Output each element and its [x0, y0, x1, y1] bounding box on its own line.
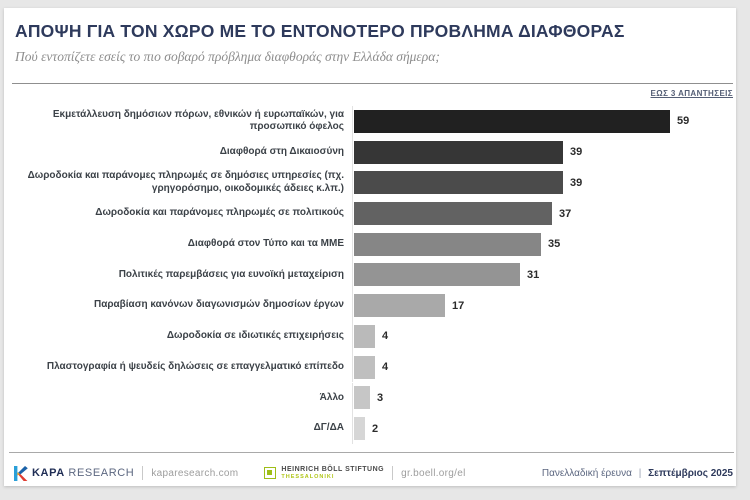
chart-row: Παραβίαση κανόνων διαγωνισμών δημοσίων έ… — [10, 290, 730, 321]
bar-label: Διαφθορά στον Τύπο και τα ΜΜΕ — [187, 237, 344, 249]
boell-stiftung-logo-icon — [264, 466, 277, 479]
footer-divider-bar — [392, 466, 394, 480]
bar — [354, 202, 552, 225]
report-card: ΑΠΟΨΗ ΓΙΑ ΤΟΝ ΧΩΡΟ ΜΕ ΤΟ ΕΝΤΟΝΟΤΕΡΟ ΠΡΟΒ… — [4, 8, 736, 486]
bar-value: 17 — [452, 299, 465, 312]
answers-limit-note: ΕΩΣ 3 ΑΠΑΝΤΗΣΕΙΣ — [650, 89, 733, 98]
survey-info: Πανελλαδική έρευνα | Σεπτέμβριος 2025 — [542, 468, 733, 479]
bar-label: ΔΓ/ΔΑ — [313, 422, 344, 434]
bar-track: 3 — [352, 382, 730, 414]
bar-value: 37 — [559, 207, 572, 220]
bar-track: 37 — [352, 198, 730, 229]
bar-value: 3 — [377, 391, 384, 404]
bar — [354, 140, 563, 164]
bar-label: Δωροδοκία και παράνομες πληρωμές σε πολι… — [95, 207, 344, 219]
survey-date: Σεπτέμβριος 2025 — [648, 467, 733, 479]
footer: KAPA RESEARCH kaparesearch.com HEINRICH … — [14, 460, 733, 486]
bar — [354, 294, 445, 318]
bar — [354, 386, 370, 410]
chart-row: Πλαστογραφία ή ψευδείς δηλώσεις σε επαγγ… — [10, 351, 730, 383]
bar-label: Παραβίαση κανόνων διαγωνισμών δημοσίων έ… — [93, 299, 344, 311]
chart-row: Δωροδοκία και παράνομες πληρωμές σε δημό… — [10, 167, 730, 199]
survey-type: Πανελλαδική έρευνα — [541, 467, 632, 479]
chart-row: ΔΓ/ΔΑ 2 — [10, 413, 730, 444]
bar-track: 2 — [352, 413, 730, 444]
chart-row: Διαφθορά στη Δικαιοσύνη 39 — [10, 136, 730, 168]
chart-row: Δωροδοκία σε ιδιωτικές επιχειρήσεις 4 — [10, 321, 730, 352]
boell-stiftung-wordmark: HEINRICH BÖLL STIFTUNG THESSALONIKI — [281, 466, 384, 480]
bar — [354, 109, 670, 133]
footer-divider — [9, 452, 734, 453]
chart-row: Διαφθορά στον Τύπο και τα ΜΜΕ 35 — [10, 228, 730, 260]
bar-value: 39 — [570, 146, 583, 159]
chart-row: Δωροδοκία και παράνομες πληρωμές σε πολι… — [10, 198, 730, 229]
bar — [354, 324, 375, 348]
boell-website-link[interactable]: gr.boell.org/el — [401, 467, 466, 479]
boell-stiftung-block: HEINRICH BÖLL STIFTUNG THESSALONIKI — [264, 466, 384, 480]
survey-separator: | — [638, 467, 642, 479]
bar-label: Πολιτικές παρεμβάσεις για ευνοϊκή μεταχε… — [118, 268, 344, 280]
bar — [354, 232, 541, 256]
chart-row: Άλλο 3 — [10, 382, 730, 414]
bar-label: Εκμετάλλευση δημόσιων πόρων, εθνικών ή ε… — [52, 108, 344, 133]
bar-track: 4 — [352, 351, 730, 383]
kapa-research-logo-icon — [14, 465, 28, 481]
page-subtitle: Πού εντοπίζετε εσείς το πιο σοβαρό πρόβλ… — [15, 49, 440, 64]
bar-label: Δωροδοκία και παράνομες πληρωμές σε δημό… — [27, 170, 344, 194]
bar-value: 59 — [677, 115, 690, 128]
bar-label: Πλαστογραφία ή ψευδείς δηλώσεις σε επαγγ… — [46, 360, 344, 372]
bar-track: 39 — [352, 167, 730, 199]
bar-track: 59 — [352, 106, 730, 137]
bar-value: 39 — [570, 176, 583, 189]
bar-label: Άλλο — [319, 391, 344, 403]
bar-value: 31 — [527, 268, 540, 281]
kapa-website-link[interactable]: kaparesearch.com — [151, 467, 239, 479]
bar-track: 4 — [352, 321, 730, 352]
bar-value: 4 — [382, 330, 389, 343]
kapa-research-wordmark: KAPA RESEARCH — [32, 467, 134, 479]
bar — [354, 171, 563, 195]
header-divider — [12, 83, 733, 84]
bar-label: Δωροδοκία σε ιδιωτικές επιχειρήσεις — [166, 330, 344, 342]
bar — [354, 263, 520, 287]
bar-track: 31 — [352, 259, 730, 291]
boell-subtitle: THESSALONIKI — [281, 473, 335, 480]
chart-row: Εκμετάλλευση δημόσιων πόρων, εθνικών ή ε… — [10, 106, 730, 137]
bar-track: 39 — [352, 136, 730, 168]
bar-track: 35 — [352, 228, 730, 260]
kapa-brand-bold: KAPA — [32, 467, 65, 479]
bar-track: 17 — [352, 290, 730, 321]
bar-chart: Εκμετάλλευση δημόσιων πόρων, εθνικών ή ε… — [10, 106, 730, 444]
footer-divider-bar — [142, 466, 144, 480]
bar — [354, 355, 375, 379]
chart-row: Πολιτικές παρεμβάσεις για ευνοϊκή μεταχε… — [10, 259, 730, 291]
bar-value: 4 — [382, 361, 389, 374]
boell-name: HEINRICH BÖLL STIFTUNG — [281, 466, 385, 474]
page-title: ΑΠΟΨΗ ΓΙΑ ΤΟΝ ΧΩΡΟ ΜΕ ΤΟ ΕΝΤΟΝΟΤΕΡΟ ΠΡΟΒ… — [15, 21, 625, 41]
bar-label: Διαφθορά στη Δικαιοσύνη — [219, 145, 344, 157]
bar-value: 35 — [548, 238, 561, 251]
kapa-brand-light: RESEARCH — [68, 467, 135, 479]
bar-value: 2 — [372, 422, 379, 435]
bar — [354, 417, 365, 441]
